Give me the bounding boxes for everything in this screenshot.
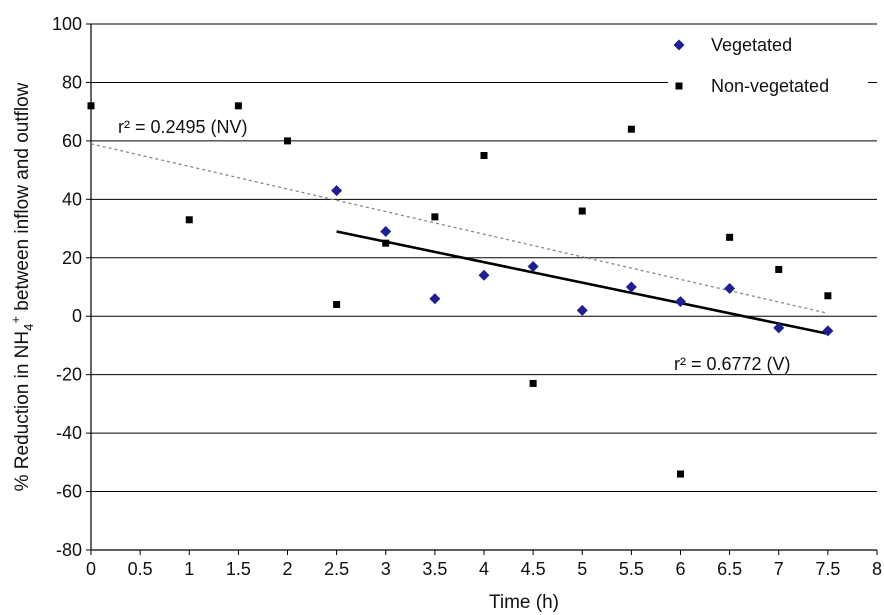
point-vegetated <box>773 322 785 334</box>
trendline-vegetated <box>336 230 829 336</box>
x-tick-label: 1 <box>184 559 194 579</box>
point-vegetated <box>576 304 588 316</box>
point-non-vegetated <box>775 265 783 273</box>
x-tick-label: 8 <box>872 559 882 579</box>
y-axis-title-subscript: 4 <box>21 324 36 331</box>
x-tick-label: 7 <box>774 559 784 579</box>
point-non-vegetated <box>677 470 684 478</box>
x-tick-label: 7.5 <box>815 559 840 579</box>
point-vegetated <box>429 293 441 305</box>
y-tick-label: 20 <box>62 248 82 268</box>
point-non-vegetated <box>87 102 95 110</box>
x-tick-label: 3 <box>381 559 391 579</box>
point-vegetated <box>380 225 392 237</box>
point-non-vegetated <box>578 207 586 215</box>
y-axis-title: % Reduction in NH4+ between inflow and o… <box>8 82 36 491</box>
point-non-vegetated <box>431 213 439 221</box>
x-tick-label: 6 <box>675 559 685 579</box>
data-points <box>87 102 834 478</box>
point-non-vegetated <box>333 301 341 309</box>
legend-label-non-vegetated: Non-vegetated <box>711 76 829 96</box>
x-tick-label: 1.5 <box>226 559 251 579</box>
y-tick-label: 40 <box>62 189 82 209</box>
legend-label-vegetated: Vegetated <box>711 35 792 55</box>
point-non-vegetated <box>382 239 390 247</box>
point-vegetated <box>675 296 686 308</box>
point-non-vegetated <box>234 102 242 110</box>
x-tick-label: 4.5 <box>521 559 546 579</box>
point-non-vegetated <box>284 137 291 145</box>
point-non-vegetated <box>627 125 635 133</box>
y-tick-label: 0 <box>72 306 82 326</box>
y-axis-title-main: % Reduction in NH <box>12 331 33 492</box>
point-non-vegetated <box>824 292 832 300</box>
point-vegetated <box>331 185 343 197</box>
point-vegetated <box>527 261 539 273</box>
legend-marker-non-vegetated <box>675 82 683 90</box>
y-axis-title-rest: between inflow and outflow <box>12 82 33 316</box>
y-tick-label: -60 <box>56 482 82 502</box>
x-tick-label: 3.5 <box>422 559 447 579</box>
x-tick-label: 0 <box>86 559 96 579</box>
x-tick-label: 2.5 <box>324 559 349 579</box>
point-non-vegetated <box>529 379 537 387</box>
axes: -80 -60 -40 -20 0 20 40 60 80 100 0 0.5 1 1.5 2 2.5 3 3.5… <box>52 14 882 579</box>
x-tick-label: 5 <box>577 559 587 579</box>
legend: Vegetated Non-vegetated <box>668 28 868 102</box>
r2-label-non-vegetated: r² = 0.2495 (NV) <box>118 117 248 137</box>
y-tick-label: 100 <box>52 14 82 34</box>
y-tick-label: -20 <box>56 365 82 385</box>
y-tick-label: 80 <box>62 72 82 92</box>
point-non-vegetated <box>185 216 193 224</box>
y-axis-title-superscript: + <box>8 316 23 324</box>
point-vegetated <box>625 281 637 293</box>
x-axis-title: Time (h) <box>489 592 559 613</box>
point-vegetated <box>822 325 834 337</box>
axis-titles: Time (h)% Reduction in NH4+ between infl… <box>8 82 559 613</box>
annotations: r² = 0.2495 (NV) r² = 0.6772 (V) <box>118 117 791 374</box>
r2-label-vegetated: r² = 0.6772 (V) <box>674 354 791 374</box>
x-tick-label: 2 <box>282 559 292 579</box>
x-tick-label: 4 <box>479 559 489 579</box>
y-tick-label: 60 <box>62 131 82 151</box>
trendline-non-vegetated <box>90 143 829 314</box>
point-vegetated <box>724 282 736 294</box>
y-tick-label: -80 <box>56 540 82 560</box>
legend-background <box>668 28 868 102</box>
trendlines <box>90 143 829 336</box>
y-tick-label: -40 <box>56 423 82 443</box>
gridlines <box>91 23 877 551</box>
point-non-vegetated <box>480 152 488 159</box>
x-tick-label: 6.5 <box>717 559 742 579</box>
legend-marker-vegetated <box>673 39 685 51</box>
x-tick-label: 0.5 <box>128 559 153 579</box>
point-vegetated <box>478 269 490 281</box>
x-tick-label: 5.5 <box>619 559 644 579</box>
point-non-vegetated <box>726 233 734 241</box>
